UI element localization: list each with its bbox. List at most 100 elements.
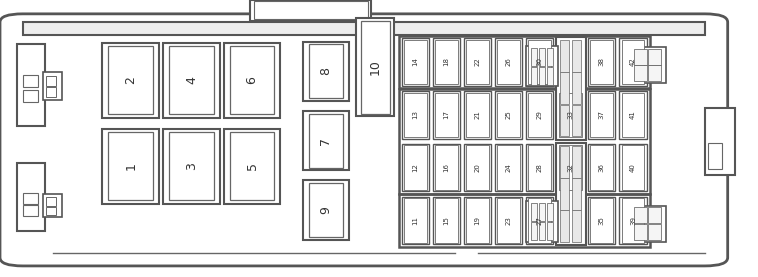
Bar xyxy=(648,49,661,65)
Text: 14: 14 xyxy=(412,57,418,66)
Text: 20: 20 xyxy=(475,163,481,172)
Bar xyxy=(495,91,522,138)
Bar xyxy=(495,144,522,191)
Bar xyxy=(435,198,458,243)
Bar xyxy=(556,143,586,245)
Text: 42: 42 xyxy=(630,57,636,66)
Bar xyxy=(163,129,220,204)
Bar xyxy=(224,129,280,204)
Bar xyxy=(102,43,159,118)
Bar xyxy=(531,67,537,85)
Bar xyxy=(399,194,650,247)
Bar xyxy=(539,203,545,221)
Bar xyxy=(435,145,458,190)
Bar xyxy=(648,207,661,223)
Text: 8: 8 xyxy=(319,67,333,75)
Bar xyxy=(526,46,558,86)
Bar xyxy=(497,198,520,243)
Bar xyxy=(404,93,427,137)
Bar xyxy=(588,197,615,244)
Bar xyxy=(433,144,460,191)
Text: 38: 38 xyxy=(599,57,605,66)
Bar xyxy=(402,91,429,138)
Bar xyxy=(23,22,705,35)
Text: 18: 18 xyxy=(443,57,449,66)
Text: 25: 25 xyxy=(506,110,512,119)
Bar xyxy=(531,203,537,221)
Text: 15: 15 xyxy=(443,216,449,225)
Text: 36: 36 xyxy=(599,163,605,172)
Bar xyxy=(43,194,62,217)
Bar xyxy=(23,193,38,204)
Bar xyxy=(495,197,522,244)
Bar xyxy=(539,67,545,85)
Bar xyxy=(572,178,581,210)
Bar xyxy=(23,205,38,216)
Text: 5: 5 xyxy=(246,162,258,170)
Bar xyxy=(230,46,274,114)
Text: 12: 12 xyxy=(412,163,418,172)
Bar xyxy=(634,224,647,240)
Text: 22: 22 xyxy=(475,57,481,66)
Text: 32: 32 xyxy=(568,163,574,172)
Bar xyxy=(46,197,56,206)
Bar xyxy=(169,132,214,200)
Bar xyxy=(572,72,581,104)
FancyBboxPatch shape xyxy=(0,14,728,266)
Bar xyxy=(572,146,581,178)
Bar xyxy=(46,76,56,86)
Text: 10: 10 xyxy=(368,59,382,75)
Bar xyxy=(108,132,153,200)
Bar xyxy=(17,44,45,126)
Bar xyxy=(547,222,553,240)
Bar xyxy=(309,44,343,98)
Bar xyxy=(466,145,489,190)
Bar xyxy=(23,90,38,102)
Bar xyxy=(399,36,650,88)
Bar xyxy=(531,222,537,240)
Bar xyxy=(560,211,569,242)
Bar xyxy=(433,91,460,138)
Bar xyxy=(46,207,56,215)
Text: 11: 11 xyxy=(412,216,418,225)
Text: 17: 17 xyxy=(443,110,449,119)
Text: 19: 19 xyxy=(475,216,481,225)
Bar xyxy=(163,43,220,118)
Bar xyxy=(619,91,647,138)
Bar xyxy=(497,93,520,137)
Bar xyxy=(17,163,45,231)
Bar xyxy=(560,178,569,210)
Text: 30: 30 xyxy=(537,57,543,66)
Bar xyxy=(46,87,56,97)
Bar xyxy=(629,206,666,242)
Bar xyxy=(547,67,553,85)
Text: 39: 39 xyxy=(630,216,636,225)
Bar xyxy=(361,21,390,114)
Text: 24: 24 xyxy=(506,163,512,172)
Text: 41: 41 xyxy=(630,110,636,119)
Bar xyxy=(309,114,343,168)
Bar xyxy=(356,18,394,116)
Bar xyxy=(224,43,280,118)
Bar xyxy=(526,197,553,244)
Bar xyxy=(572,105,581,136)
Bar xyxy=(560,146,569,178)
Bar xyxy=(590,40,613,84)
Bar xyxy=(526,91,553,138)
Text: 16: 16 xyxy=(443,163,449,172)
Bar xyxy=(464,197,491,244)
Bar xyxy=(588,144,615,191)
Bar xyxy=(539,222,545,240)
Bar xyxy=(622,93,644,137)
Bar xyxy=(547,48,553,66)
Text: 23: 23 xyxy=(506,216,512,225)
Bar xyxy=(572,40,581,72)
Text: 7: 7 xyxy=(319,137,333,145)
Text: 2: 2 xyxy=(124,76,137,84)
Bar xyxy=(497,145,520,190)
Bar xyxy=(464,144,491,191)
Bar xyxy=(402,197,429,244)
Bar xyxy=(466,40,489,84)
Bar xyxy=(634,207,647,223)
Text: 4: 4 xyxy=(185,76,198,84)
